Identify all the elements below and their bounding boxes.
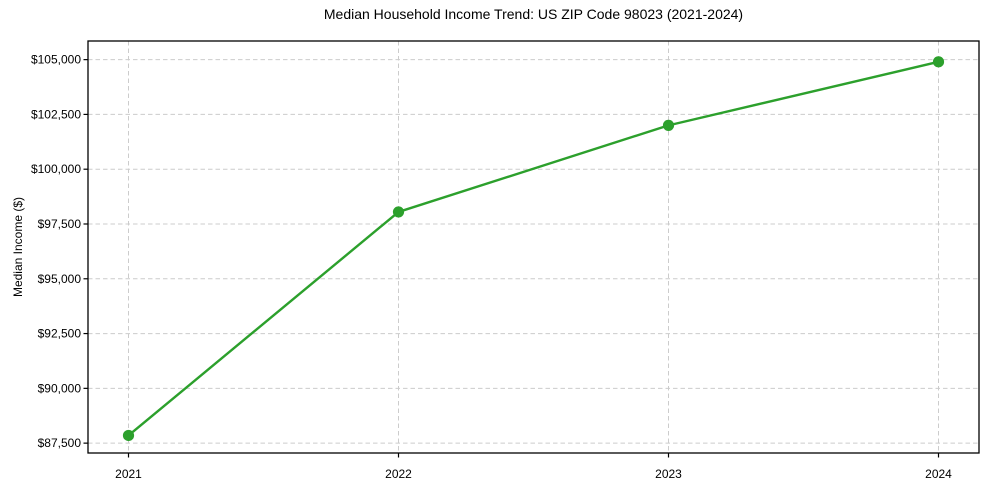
trend-line xyxy=(127,60,940,437)
y-tick-label: $100,000 xyxy=(31,162,81,176)
y-tick-label: $105,000 xyxy=(31,53,81,67)
data-point xyxy=(932,56,945,68)
data-point xyxy=(662,119,675,131)
data-point xyxy=(392,206,405,218)
y-tick-label: $97,500 xyxy=(38,217,82,231)
y-tick-label: $90,000 xyxy=(38,381,82,395)
x-tick-label: 2024 xyxy=(925,467,952,481)
x-tick-label: 2022 xyxy=(385,467,412,481)
y-tick-label: $87,500 xyxy=(38,436,82,450)
x-tick-label: 2021 xyxy=(115,467,142,481)
y-tick-label: $102,500 xyxy=(31,107,81,121)
data-point xyxy=(122,429,135,442)
y-tick-label: $95,000 xyxy=(38,272,82,286)
plot-border xyxy=(87,40,980,454)
chart-title: Median Household Income Trend: US ZIP Co… xyxy=(323,6,744,22)
x-tick-label: 2023 xyxy=(655,467,682,481)
y-axis-label: Median Income ($) xyxy=(11,196,25,298)
y-tick-label: $92,500 xyxy=(38,327,82,341)
